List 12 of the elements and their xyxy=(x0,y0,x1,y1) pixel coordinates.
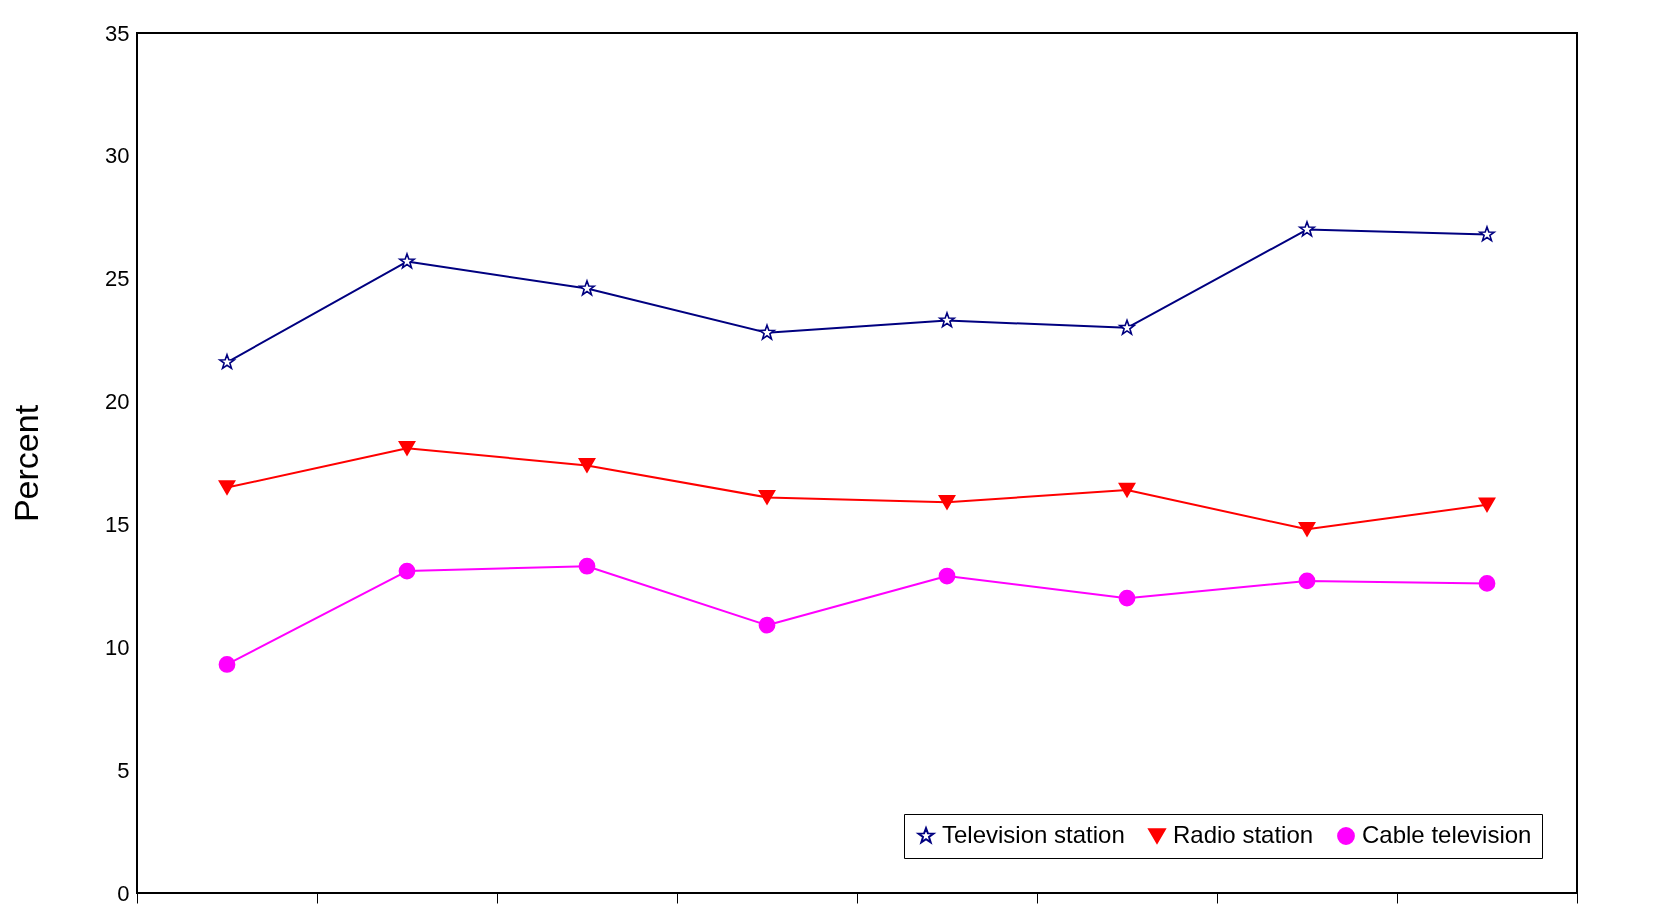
y-tick-label: 20 xyxy=(105,389,130,415)
y-tick-label: 30 xyxy=(105,143,130,169)
y-tick-label: 0 xyxy=(117,880,130,906)
y-tick-label: 5 xyxy=(117,757,130,783)
legend-label: Television station xyxy=(942,821,1125,848)
legend-label: Cable television xyxy=(1362,821,1532,848)
y-tick-label: 25 xyxy=(105,266,130,292)
legend-label: Radio station xyxy=(1173,821,1314,848)
y-axis-title: Percent xyxy=(7,404,46,523)
y-tick-label: 35 xyxy=(105,20,130,46)
y-tick-label: 10 xyxy=(105,634,130,660)
y-tick-label: 15 xyxy=(105,511,130,537)
